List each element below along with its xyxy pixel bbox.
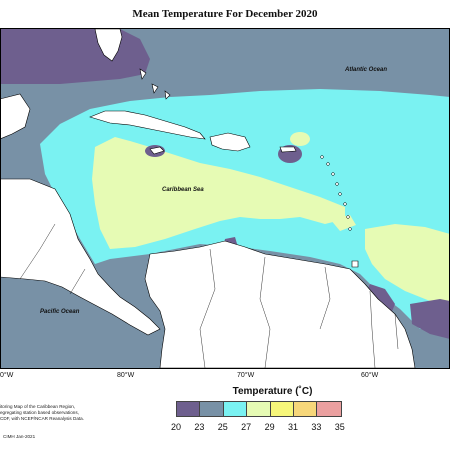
legend-value: 31 [287, 422, 298, 432]
land-puerto-rico [279, 146, 297, 153]
tick-70w: 70°W [237, 372, 255, 379]
tick-60w: 60°W [361, 372, 379, 379]
land-bahamas [139, 68, 171, 100]
hot-zone-caribbean [92, 137, 345, 249]
legend-value: 29 [264, 422, 275, 432]
land-south-america [144, 240, 416, 368]
credits-line: egregating station based observations, [0, 410, 79, 415]
land-central-america [0, 93, 31, 140]
land-hispaniola [209, 132, 251, 152]
cool-zone-east [410, 299, 450, 339]
legend-value: 27 [241, 422, 252, 432]
label-caribbean-sea: Caribbean Sea [162, 187, 204, 193]
legend-value: 35 [334, 422, 345, 432]
temperature-map: Atlantic Ocean Caribbean Sea Pacific Oce… [0, 28, 450, 369]
legend-value: 20 [170, 422, 181, 432]
legend-title: Temperature (˚C) [232, 386, 313, 397]
credits-text: itoring Map of the Caribbean Region, egr… [0, 404, 165, 422]
footer-text: CIMH Jan-2021 [3, 434, 36, 439]
legend-colorbar [176, 401, 342, 417]
credits-line: CDF, with NCEP/NCAR Reanalysis Data. [0, 416, 84, 421]
label-atlantic-ocean: Atlantic Ocean [344, 67, 387, 73]
land-cuba [89, 110, 206, 140]
legend-value: 33 [311, 422, 322, 432]
legend-swatch [270, 402, 294, 416]
legend-swatch [293, 402, 318, 416]
land-trinidad [351, 260, 359, 268]
legend-swatch [200, 402, 224, 416]
land-florida [94, 29, 123, 62]
map-title: Mean Temperature For December 2020 [132, 8, 318, 20]
land-mexico-south [0, 178, 161, 336]
lesser-antilles [320, 155, 352, 231]
land-jamaica [149, 146, 165, 155]
legend-swatch [317, 402, 341, 416]
legend-value: 23 [194, 422, 205, 432]
cool-zone-northwest [0, 29, 150, 84]
legend-labels: 20 23 25 27 29 31 33 35 [165, 422, 380, 434]
credits-line: itoring Map of the Caribbean Region, [0, 404, 76, 409]
legend-swatch [223, 402, 248, 416]
legend-swatch [247, 402, 271, 416]
tick-90w: 0°W [0, 372, 14, 379]
hot-zone-islands [330, 215, 356, 231]
tick-80w: 80°W [117, 372, 135, 379]
legend-swatch [177, 402, 201, 416]
legend-value: 25 [217, 422, 228, 432]
hot-zone-southeast [365, 224, 450, 304]
hot-zone-small [290, 132, 310, 146]
label-pacific-ocean: Pacific Ocean [40, 309, 80, 315]
